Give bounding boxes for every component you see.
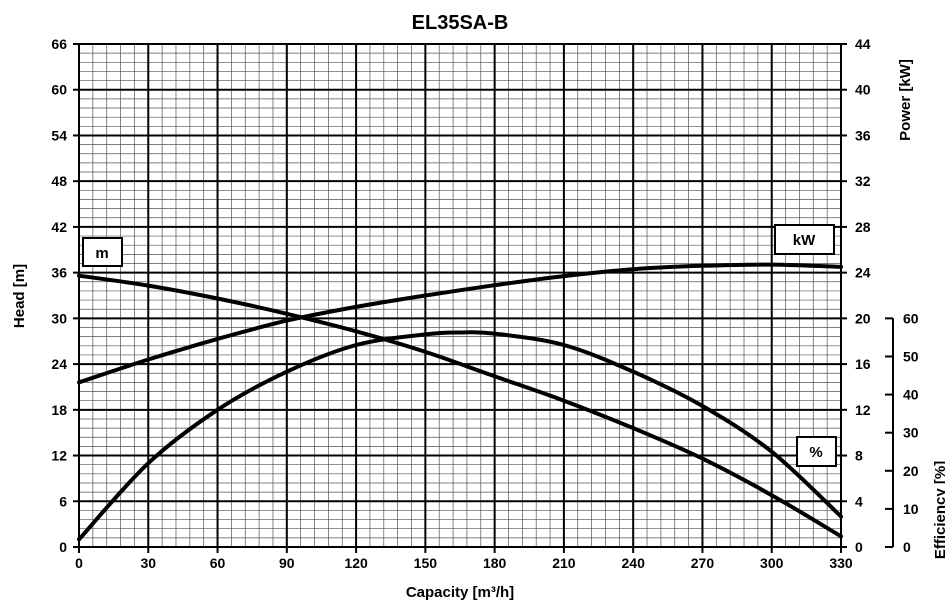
efficiency-tick-label: 60	[903, 310, 919, 326]
x-axis-label: Capacity [m³/h]	[406, 584, 514, 601]
power-tick-label: 40	[855, 82, 871, 98]
x-tick-label: 240	[622, 555, 646, 571]
efficiency-curve	[77, 330, 843, 542]
head-tick-label: 18	[51, 402, 67, 418]
x-tick-label: 270	[691, 555, 715, 571]
x-tick-label: 0	[75, 555, 83, 571]
head-curve	[77, 273, 843, 539]
power-curve	[77, 262, 843, 385]
efficiency-tick-label: 10	[903, 501, 919, 517]
efficiency-tick-label: 20	[903, 463, 919, 479]
efficiency-tick-label: 50	[903, 348, 919, 364]
power-tick-label: 16	[855, 356, 871, 372]
head-tick-label: 36	[51, 265, 67, 281]
head-tick-label: 54	[51, 127, 67, 143]
chart-title: EL35SA-B	[412, 12, 509, 34]
x-tick-label: 300	[760, 555, 784, 571]
x-tick-label: 90	[279, 555, 295, 571]
head-tick-label: 0	[59, 539, 67, 555]
power-tick-label: 28	[855, 219, 871, 235]
power-axis-label: Power [kW]	[897, 59, 914, 141]
efficiency-series-label: %	[796, 436, 837, 467]
head-tick-label: 48	[51, 173, 67, 189]
efficiency-tick-label: 0	[903, 539, 911, 555]
power-tick-label: 8	[855, 448, 863, 464]
efficiency-tick-label: 30	[903, 425, 919, 441]
head-series-label: m	[82, 237, 123, 267]
head-tick-label: 66	[51, 36, 67, 52]
head-tick-label: 24	[51, 356, 67, 372]
x-tick-label: 30	[140, 555, 156, 571]
head-tick-label: 42	[51, 219, 67, 235]
curves	[77, 262, 843, 542]
head-tick-label: 12	[51, 448, 67, 464]
power-tick-label: 44	[855, 36, 871, 52]
head-tick-label: 60	[51, 82, 67, 98]
plot-frame	[78, 43, 842, 548]
power-tick-label: 32	[855, 173, 871, 189]
efficiency-series-label-text: %	[809, 444, 822, 461]
x-axis-ticks: 0 30 60 90 120 150 180 210 240 270 300 330	[75, 547, 853, 571]
minor-grid	[79, 44, 841, 547]
head-axis-label: Head [m]	[11, 264, 28, 328]
power-axis-ticks: 0 4 8 12 16 20 24 28 32 36 40 44	[841, 36, 871, 555]
x-tick-label: 180	[483, 555, 507, 571]
power-tick-label: 4	[855, 493, 863, 509]
head-tick-label: 30	[51, 310, 67, 326]
efficiency-tick-label: 40	[903, 387, 919, 403]
power-tick-label: 24	[855, 265, 871, 281]
head-series-label-text: m	[95, 245, 108, 262]
power-series-label-text: kW	[793, 232, 816, 249]
efficiency-axis: 0 10 20 30 40 50 60	[885, 310, 919, 555]
power-tick-label: 36	[855, 127, 871, 143]
head-axis-ticks: 0 6 12 18 24 30 36 42 48 54 60 66	[51, 36, 79, 555]
power-tick-label: 0	[855, 539, 863, 555]
x-tick-label: 210	[552, 555, 576, 571]
x-tick-label: 60	[210, 555, 226, 571]
power-tick-label: 12	[855, 402, 871, 418]
power-series-label: kW	[774, 224, 835, 255]
x-tick-label: 150	[414, 555, 438, 571]
x-tick-label: 330	[829, 555, 853, 571]
power-tick-label: 20	[855, 310, 871, 326]
head-tick-label: 6	[59, 493, 67, 509]
x-tick-label: 120	[344, 555, 368, 571]
efficiency-axis-label: Efficiency [%]	[932, 461, 945, 559]
